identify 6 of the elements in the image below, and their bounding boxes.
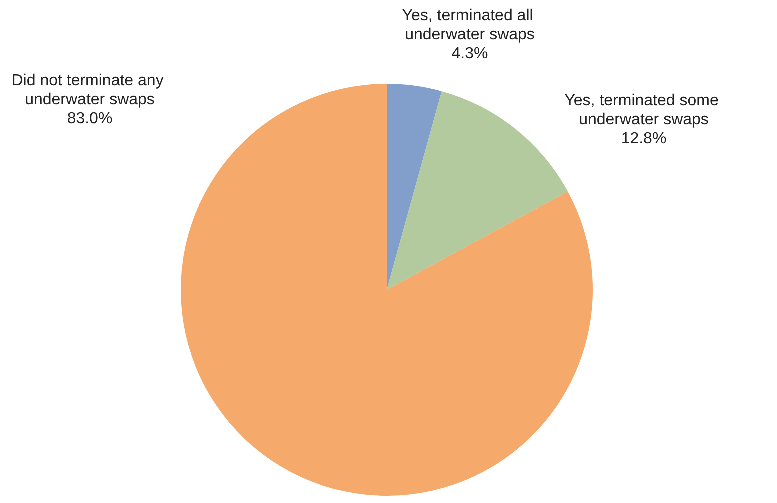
data-label: 4.3%	[452, 46, 488, 62]
slice-label: Did not terminate any underwater swaps	[12, 72, 168, 108]
data-label: 12.8%	[621, 130, 667, 148]
data-label: 83.0%	[67, 110, 113, 128]
slice-label: Yes, terminated all underwater swaps	[402, 8, 538, 44]
slice-label: Yes, terminated some underwater swaps	[564, 92, 724, 128]
